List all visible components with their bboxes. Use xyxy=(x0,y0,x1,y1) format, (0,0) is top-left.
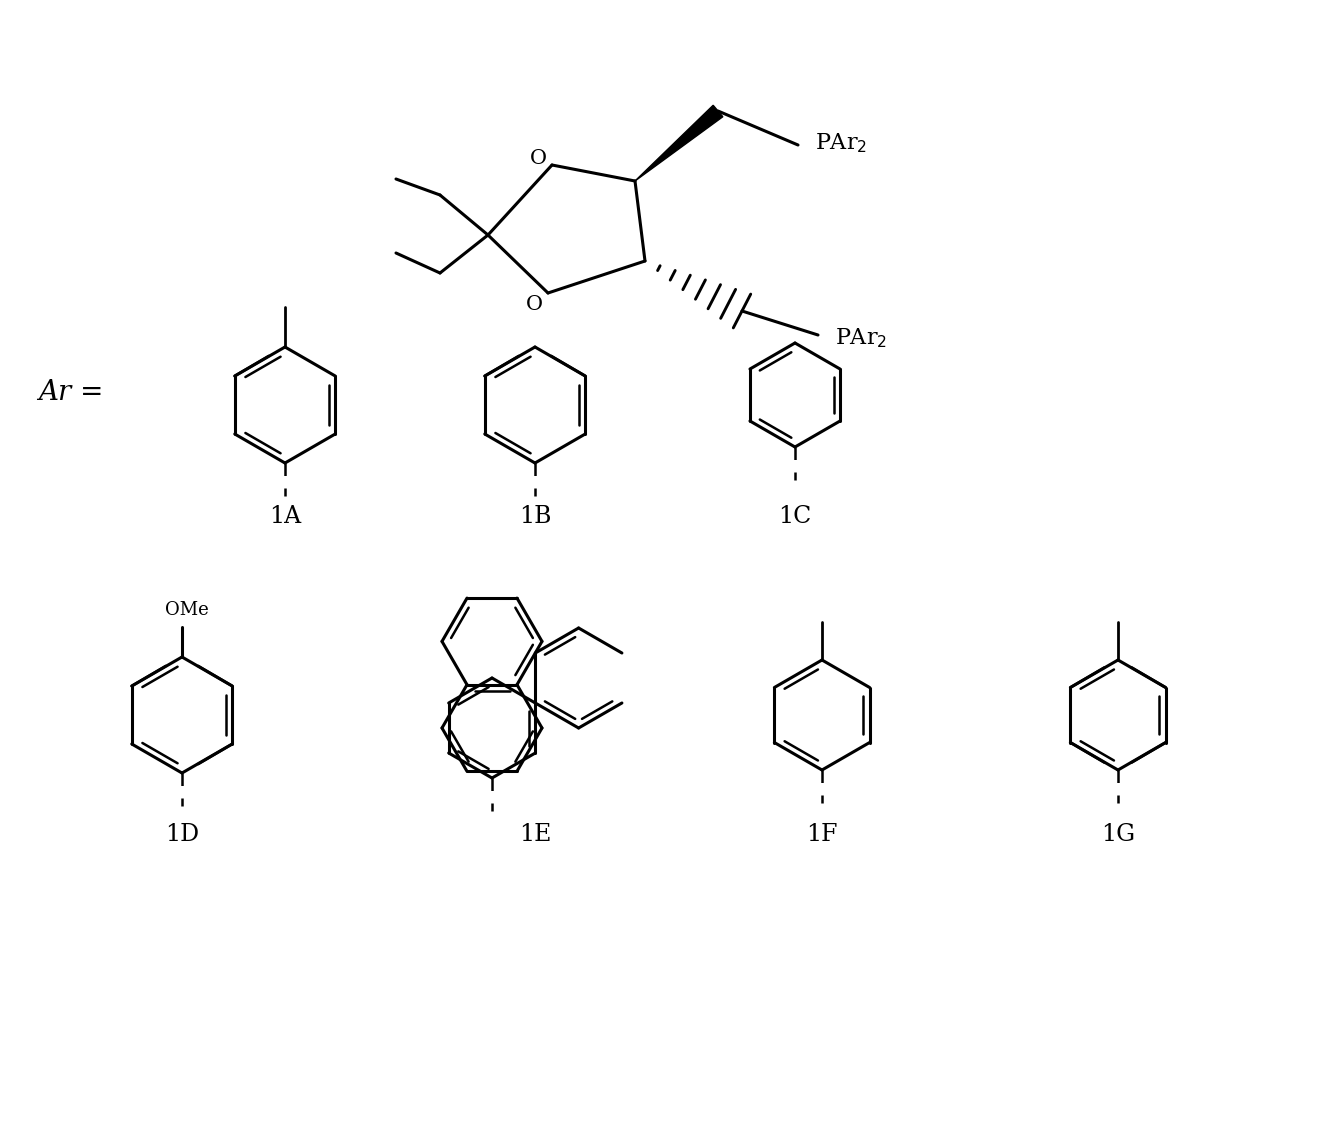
Text: Ar =: Ar = xyxy=(38,380,103,407)
Text: O: O xyxy=(525,296,542,315)
Text: PAr$_2$: PAr$_2$ xyxy=(835,326,888,350)
Text: 1G: 1G xyxy=(1101,823,1135,846)
Text: 1E: 1E xyxy=(519,823,552,846)
Polygon shape xyxy=(635,105,722,181)
Text: 1F: 1F xyxy=(806,823,837,846)
Text: 1C: 1C xyxy=(778,505,811,528)
Text: OMe: OMe xyxy=(165,600,209,619)
Text: O: O xyxy=(529,148,546,168)
Text: 1D: 1D xyxy=(165,823,198,846)
Text: PAr$_2$: PAr$_2$ xyxy=(815,131,867,155)
Text: 1B: 1B xyxy=(519,505,552,528)
Text: 1A: 1A xyxy=(269,505,302,528)
